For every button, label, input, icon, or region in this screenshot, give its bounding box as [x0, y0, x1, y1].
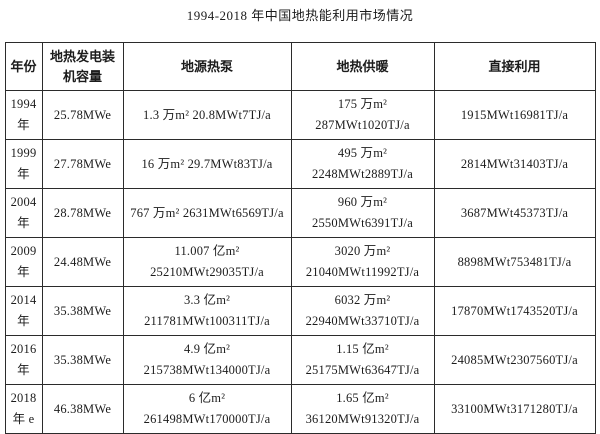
table-row-2009: 2009 年 24.48MWe 11.007 亿m² 25210MWt29035…: [4, 237, 596, 287]
col-header-capacity-line2: 机容量: [62, 68, 102, 84]
table-row-2016: 2016 年 35.38MWe 4.9 亿m² 215738MWt134000T…: [4, 335, 596, 385]
capacity-cell: 35.38MWe: [41, 335, 124, 385]
table-row-2004: 2004 年 28.78MWe 767 万m² 2631MWt6569TJ/a …: [4, 188, 596, 238]
direct-cell: 24085MWt2307560TJ/a: [433, 335, 596, 385]
table-row-1994: 1994 年 25.78MWe 1.3 万m² 20.8MWt7TJ/a 175…: [4, 90, 596, 140]
direct-cell: 33100MWt3171280TJ/a: [433, 384, 596, 434]
col-header-capacity: 地热发电装 机容量: [41, 42, 124, 91]
year-cell: 2004 年: [4, 188, 43, 238]
geothermal-market-table: 年份 地热发电装 机容量 地源热泵 地热供暖 直接利用 1994 年 25.78…: [4, 42, 596, 434]
capacity-cell: 46.38MWe: [41, 384, 124, 434]
direct-cell: 1915MWt16981TJ/a: [433, 90, 596, 140]
year-cell: 2018 年 e: [4, 384, 43, 434]
gshp-cell: 767 万m² 2631MWt6569TJ/a: [122, 188, 292, 238]
col-header-direct: 直接利用: [433, 42, 596, 91]
col-header-year: 年份: [4, 42, 43, 91]
capacity-cell: 25.78MWe: [41, 90, 124, 140]
page-title: 1994-2018 年中国地热能利用市场情况: [186, 8, 414, 23]
gshp-cell: 16 万m² 29.7MWt83TJ/a: [122, 139, 292, 189]
table-row-1999: 1999 年 27.78MWe 16 万m² 29.7MWt83TJ/a 495…: [4, 139, 596, 189]
direct-cell: 8898MWt753481TJ/a: [433, 237, 596, 287]
gshp-cell: 4.9 亿m² 215738MWt134000TJ/a: [122, 335, 292, 385]
capacity-cell: 27.78MWe: [41, 139, 124, 189]
direct-cell: 3687MWt45373TJ/a: [433, 188, 596, 238]
heating-cell: 1.65 亿m² 36120MWt91320TJ/a: [290, 384, 435, 434]
gshp-cell: 3.3 亿m² 211781MWt100311TJ/a: [122, 286, 292, 336]
heating-cell: 960 万m² 2550MWt6391TJ/a: [290, 188, 435, 238]
year-cell: 2014 年: [4, 286, 43, 336]
year-cell: 1994 年: [4, 90, 43, 140]
heating-cell: 3020 万m² 21040MWt11992TJ/a: [290, 237, 435, 287]
col-header-capacity-line1: 地热发电装: [49, 48, 115, 64]
year-cell: 2016 年: [4, 335, 43, 385]
direct-cell: 2814MWt31403TJ/a: [433, 139, 596, 189]
table-row-2014: 2014 年 35.38MWe 3.3 亿m² 211781MWt100311T…: [4, 286, 596, 336]
year-cell: 1999 年: [4, 139, 43, 189]
gshp-cell: 11.007 亿m² 25210MWt29035TJ/a: [122, 237, 292, 287]
header-row: 年份 地热发电装 机容量 地源热泵 地热供暖 直接利用: [4, 42, 596, 91]
heating-cell: 495 万m² 2248MWt2889TJ/a: [290, 139, 435, 189]
gshp-cell: 6 亿m² 261498MWt170000TJ/a: [122, 384, 292, 434]
col-header-heating: 地热供暖: [290, 42, 435, 91]
heating-cell: 6032 万m² 22940MWt33710TJ/a: [290, 286, 435, 336]
table-row-2018: 2018 年 e 46.38MWe 6 亿m² 261498MWt170000T…: [4, 384, 596, 434]
capacity-cell: 28.78MWe: [41, 188, 124, 238]
capacity-cell: 35.38MWe: [41, 286, 124, 336]
gshp-cell: 1.3 万m² 20.8MWt7TJ/a: [122, 90, 292, 140]
direct-cell: 17870MWt1743520TJ/a: [433, 286, 596, 336]
heating-cell: 175 万m² 287MWt1020TJ/a: [290, 90, 435, 140]
heating-cell: 1.15 亿m² 25175MWt63647TJ/a: [290, 335, 435, 385]
capacity-cell: 24.48MWe: [41, 237, 124, 287]
year-cell: 2009 年: [4, 237, 43, 287]
col-header-gshp: 地源热泵: [122, 42, 292, 91]
